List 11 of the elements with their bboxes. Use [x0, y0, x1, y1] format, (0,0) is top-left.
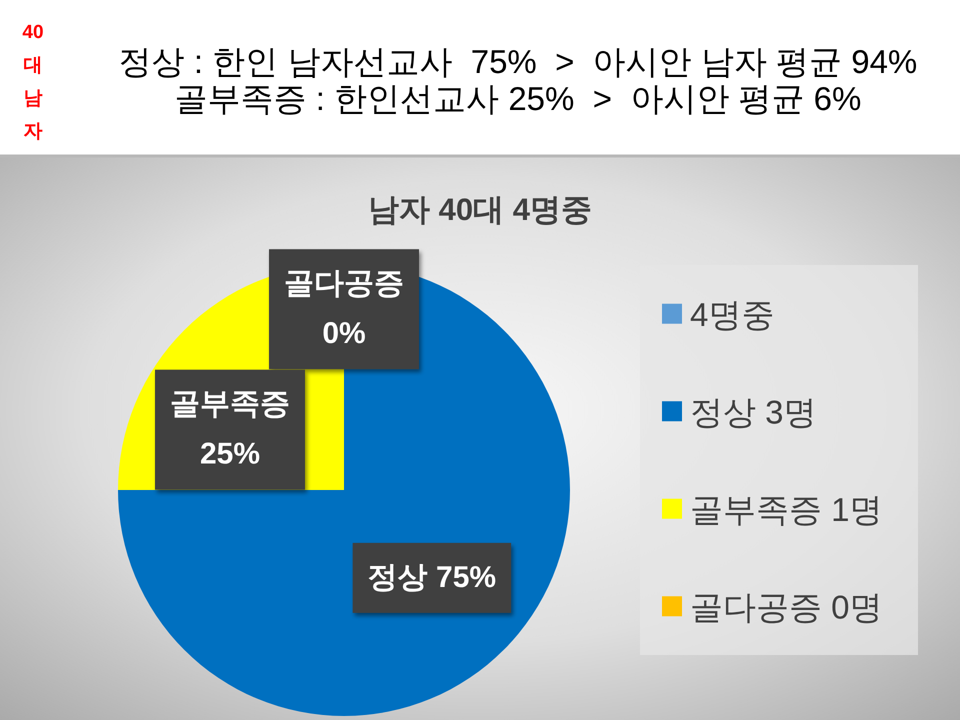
data-label: 정상 75%	[368, 560, 496, 594]
text: 정상 : 한인 남자선교사 75% > 아시안 남자 평균 94%	[118, 43, 918, 80]
legend-label: 4명중	[690, 296, 774, 333]
legend-label: 골부족증 1명	[690, 490, 883, 528]
text: 40 대 남 자	[22, 22, 44, 142]
data-label: 골부족증 25%	[170, 388, 290, 471]
legend-label: 골다공증 0명	[690, 588, 883, 626]
chart-title: 남자 40대 4명중	[368, 192, 592, 227]
legend-label: 정상 3명	[690, 393, 817, 430]
text: 골다공증 0%	[284, 267, 404, 350]
text: 골부족증 : 한인선교사 25% > 아시안 평균 6%	[174, 80, 862, 117]
